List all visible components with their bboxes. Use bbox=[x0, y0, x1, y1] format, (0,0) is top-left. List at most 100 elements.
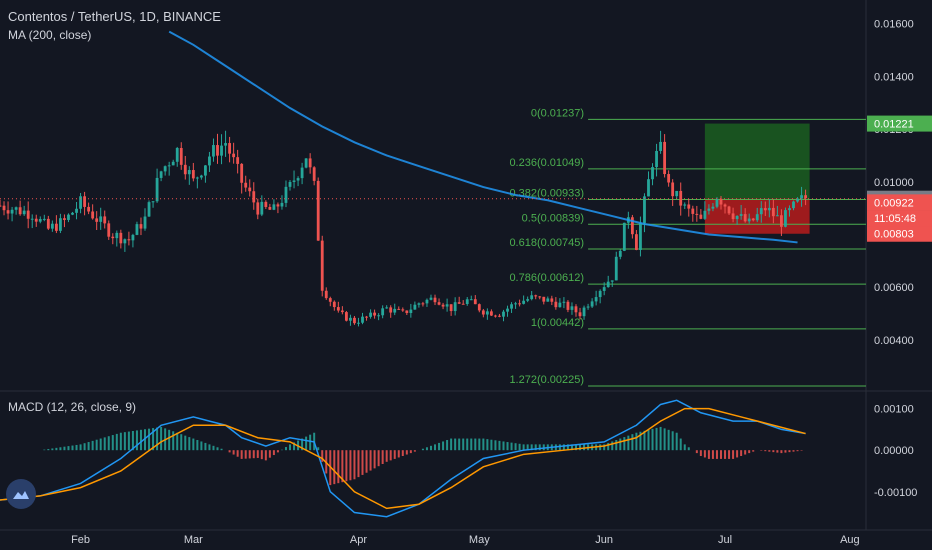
candle-body bbox=[554, 301, 558, 308]
fib-level-label: 0.5(0.00839) bbox=[522, 212, 584, 224]
candle-body bbox=[715, 198, 719, 207]
candle-body bbox=[336, 307, 340, 311]
candle-body bbox=[494, 315, 497, 317]
candle-body bbox=[264, 201, 268, 207]
candle-body bbox=[707, 208, 711, 211]
candle-body bbox=[546, 298, 550, 302]
candle-body bbox=[425, 299, 429, 304]
candle-body bbox=[445, 304, 449, 307]
candle-body bbox=[449, 304, 453, 312]
candle-body bbox=[260, 201, 264, 215]
tradingview-logo-icon[interactable] bbox=[6, 479, 36, 509]
candle-body bbox=[634, 234, 638, 250]
candle-body bbox=[79, 196, 82, 209]
candle-body bbox=[550, 298, 554, 302]
candle-body bbox=[622, 222, 626, 251]
candle-body bbox=[292, 180, 296, 182]
time-tick-label: Feb bbox=[71, 534, 90, 546]
candle-body bbox=[204, 165, 207, 176]
candle-body bbox=[369, 312, 372, 317]
candle-body bbox=[155, 177, 159, 202]
price-tick-label: 0.01000 bbox=[874, 177, 914, 189]
macd-signal-line bbox=[0, 407, 806, 510]
candle-body bbox=[373, 312, 377, 316]
candle-body bbox=[639, 223, 642, 250]
candle-body bbox=[151, 201, 155, 203]
candle-body bbox=[183, 164, 187, 175]
time-tick-label: Jul bbox=[718, 534, 732, 546]
candle-body bbox=[675, 190, 679, 197]
candle-body bbox=[212, 145, 215, 157]
candle-body bbox=[655, 150, 658, 168]
candle-body bbox=[224, 143, 227, 146]
candle-body bbox=[751, 218, 755, 221]
price-tick-label: 0.01400 bbox=[874, 71, 914, 83]
candle-body bbox=[739, 214, 743, 216]
header-indicator-ma[interactable]: MA (200, close) bbox=[8, 28, 92, 42]
candle-body bbox=[288, 181, 292, 187]
candle-body bbox=[804, 195, 807, 199]
candle-body bbox=[171, 161, 175, 166]
price-badge-label: 0.01221 bbox=[874, 119, 914, 131]
macd-tick-label: 0.00000 bbox=[874, 445, 914, 457]
candle-body bbox=[526, 299, 530, 301]
fib-level-label: 0.786(0.00612) bbox=[509, 272, 584, 284]
candle-body bbox=[441, 304, 445, 307]
candle-body bbox=[34, 218, 38, 222]
candle-body bbox=[54, 223, 58, 231]
price-badge-label: 0.00922 bbox=[874, 197, 914, 209]
countdown-badge bbox=[867, 210, 932, 227]
candle-body bbox=[91, 211, 95, 219]
candle-body bbox=[381, 308, 385, 316]
candle-body bbox=[353, 317, 356, 324]
candle-body bbox=[187, 170, 191, 175]
macd-label[interactable]: MACD (12, 26, close, 9) bbox=[8, 400, 137, 414]
candle-body bbox=[308, 158, 312, 168]
candle-body bbox=[22, 210, 26, 215]
candle-body bbox=[538, 296, 542, 298]
candle-body bbox=[590, 301, 594, 307]
macd-tick-label: -0.00100 bbox=[874, 487, 917, 499]
candle-body bbox=[582, 307, 586, 317]
candle-body bbox=[421, 303, 425, 305]
fib-level-label: 0(0.01237) bbox=[531, 107, 584, 119]
candle-body bbox=[453, 302, 457, 312]
candle-body bbox=[498, 315, 501, 317]
candle-body bbox=[763, 208, 767, 211]
candle-body bbox=[365, 316, 368, 318]
macd-tick-label: 0.00100 bbox=[874, 404, 914, 416]
candle-body bbox=[195, 177, 199, 179]
candle-body bbox=[14, 207, 18, 210]
candle-body bbox=[651, 167, 654, 180]
candle-body bbox=[792, 201, 795, 209]
candle-body bbox=[59, 218, 62, 231]
candle-body bbox=[385, 307, 389, 309]
candle-body bbox=[667, 174, 671, 183]
candle-body bbox=[703, 210, 707, 219]
candle-body bbox=[775, 215, 779, 217]
candle-body bbox=[771, 207, 775, 217]
candle-body bbox=[135, 224, 139, 235]
candle-body bbox=[361, 316, 364, 323]
price-badge bbox=[867, 115, 932, 132]
candle-body bbox=[67, 214, 70, 220]
candle-body bbox=[111, 236, 115, 239]
candle-body bbox=[357, 322, 360, 324]
candle-body bbox=[510, 304, 513, 309]
candle-body bbox=[18, 207, 22, 215]
price-tick-label: 0.00400 bbox=[874, 335, 914, 347]
candle-body bbox=[276, 204, 280, 207]
candle-body bbox=[228, 143, 232, 154]
candle-body bbox=[514, 303, 517, 305]
candle-body bbox=[389, 307, 393, 313]
candle-body bbox=[26, 210, 30, 219]
candle-body bbox=[743, 214, 747, 222]
candle-body bbox=[489, 311, 493, 316]
candle-body bbox=[788, 208, 791, 211]
candle-body bbox=[284, 186, 288, 203]
price-badge bbox=[867, 225, 932, 242]
candle-body bbox=[75, 208, 78, 213]
candle-body bbox=[316, 180, 320, 241]
candle-body bbox=[602, 287, 606, 291]
